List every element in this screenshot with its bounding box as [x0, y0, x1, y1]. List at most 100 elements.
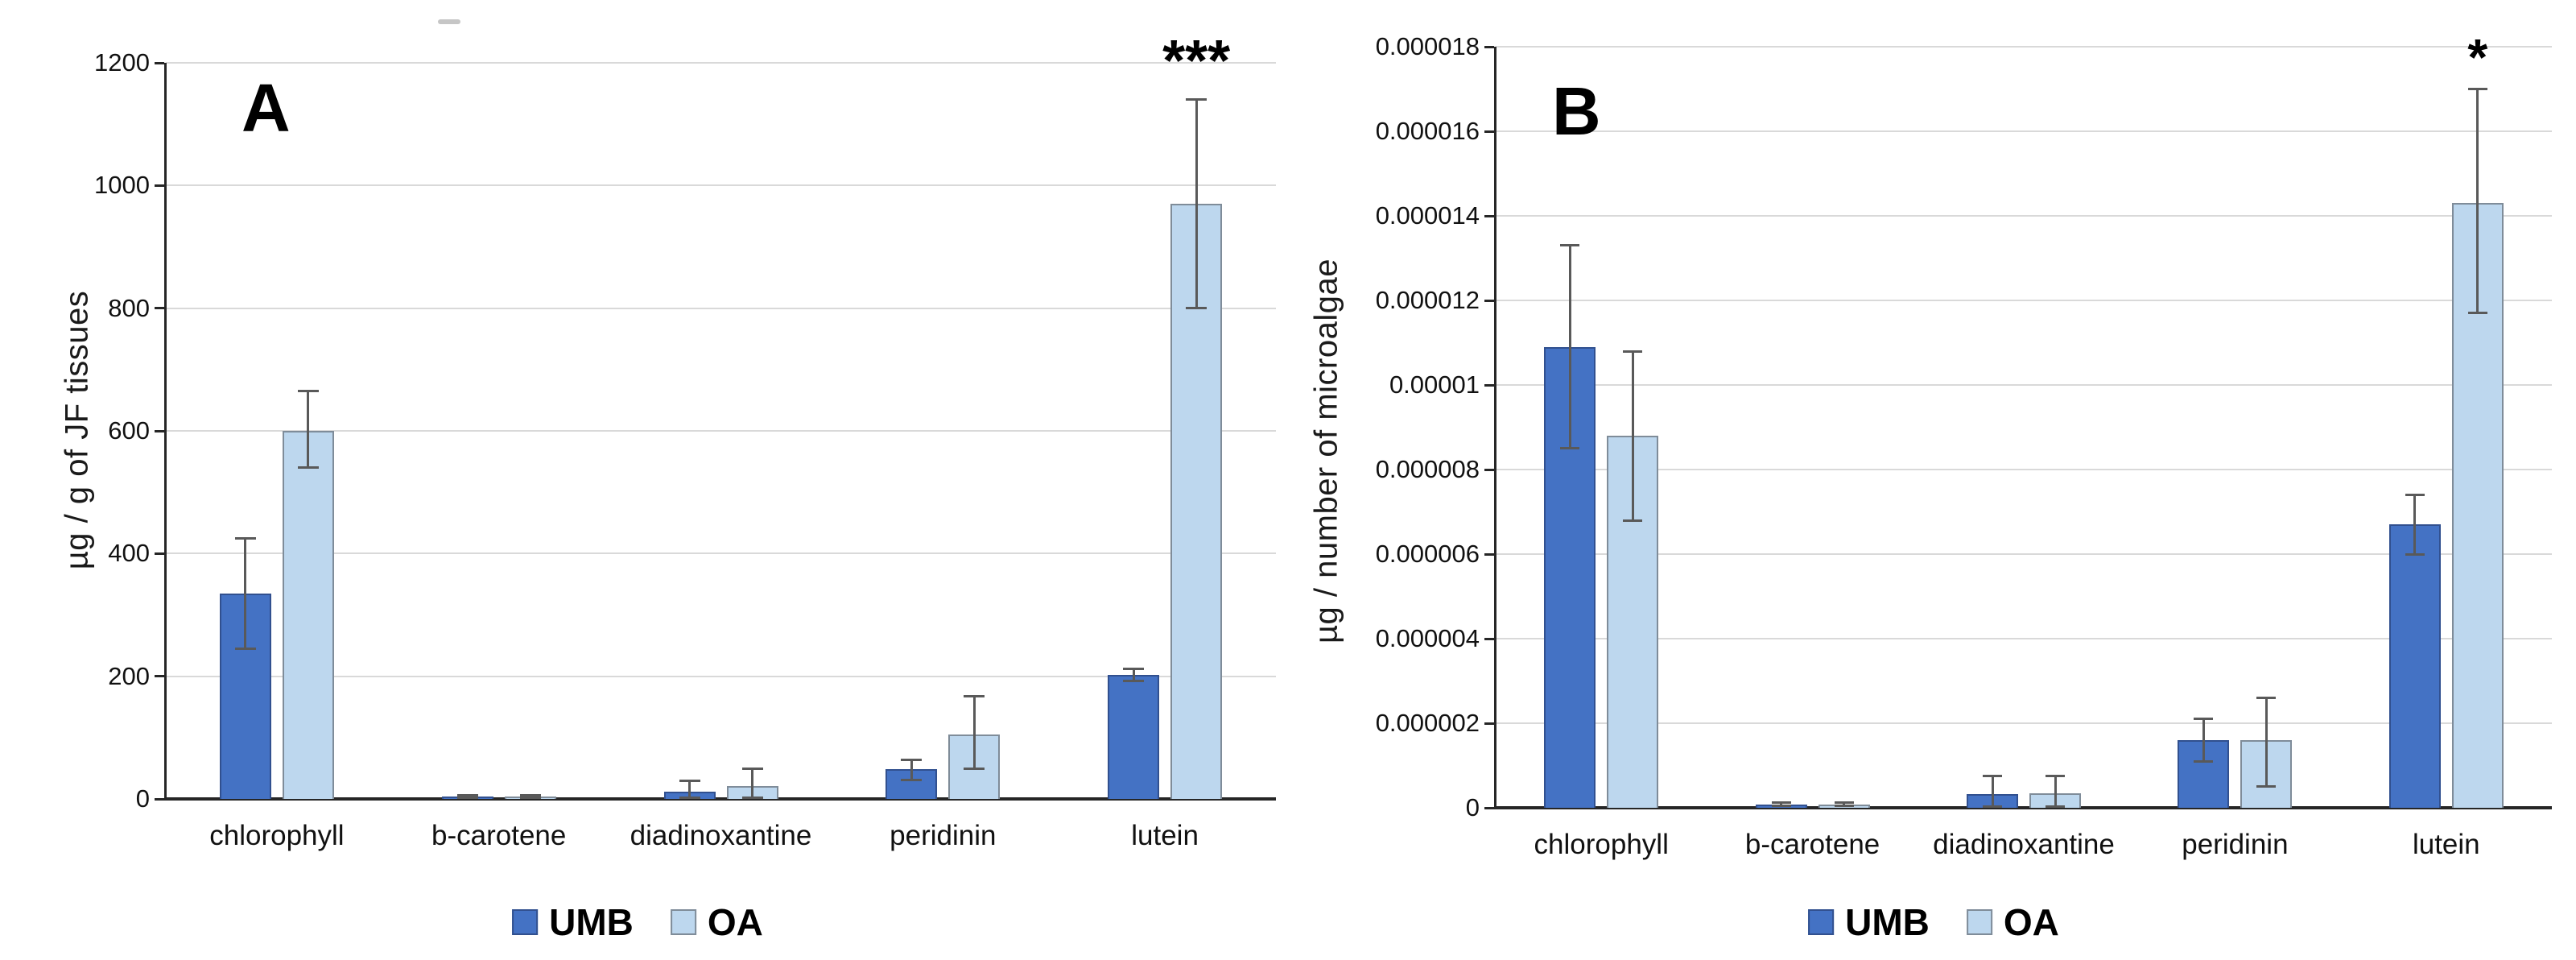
category-label: chlorophyll	[1534, 829, 1669, 860]
category-label: diadinoxantine	[630, 820, 812, 851]
category-label: b-carotene	[431, 820, 567, 851]
y-tick-label: 0	[135, 784, 150, 813]
error-bar-line	[307, 391, 310, 468]
legend-label-oa: OA	[707, 901, 763, 943]
panel-letter-B: B	[1552, 73, 1601, 149]
legend-swatch-oa-icon	[670, 909, 696, 935]
error-bar-cap	[1186, 98, 1208, 101]
y-tick-label: 0.000008	[1375, 455, 1480, 483]
y-tick-label: 0.000006	[1375, 540, 1480, 568]
error-bar-cap	[297, 466, 319, 470]
error-bar-line	[2202, 718, 2205, 762]
error-bar-cap	[679, 780, 700, 783]
error-bar-cap	[964, 768, 985, 771]
gridline	[1496, 300, 2552, 301]
category-label: b-carotene	[1744, 829, 1880, 860]
y-tick-label: 0.000014	[1375, 201, 1480, 230]
y-tick-label: 1200	[94, 48, 150, 77]
y-tick-mark	[1484, 468, 1494, 471]
y-tick-mark	[1484, 130, 1494, 133]
legend-swatch-umb-icon	[512, 909, 539, 935]
legend-item-oa: OA	[1966, 904, 2059, 941]
legend-item-umb: UMB	[1808, 904, 1930, 941]
y-tick-label: 400	[108, 539, 150, 568]
y-tick-label: 0.000004	[1375, 624, 1480, 652]
error-bar-cap	[1186, 307, 1208, 310]
category-label: lutein	[1131, 820, 1199, 851]
y-tick-mark	[155, 429, 164, 432]
legend-label-umb: UMB	[1845, 901, 1930, 943]
y-tick-mark	[1484, 299, 1494, 302]
bar-oa-lutein	[2451, 203, 2504, 808]
gridline	[166, 62, 1276, 64]
y-tick-mark	[1484, 637, 1494, 640]
error-bar-cap	[2405, 552, 2425, 556]
error-bar-line	[1132, 668, 1135, 681]
plot-area-B: 0 0.000002 0.000004 0.000006 0.000008 0.00001…	[1376, 31, 2552, 860]
plot-area-A: 0 200 400 600 800 1000 1200 chlorophyll b-carote…	[94, 32, 1276, 851]
error-bar-line	[1991, 776, 1994, 806]
y-tick-mark	[1484, 552, 1494, 556]
legend-B: UMB OA	[1808, 904, 2059, 941]
legend-label-umb: UMB	[549, 901, 634, 943]
y-tick-label: 200	[108, 661, 150, 690]
category-label: diadinoxantine	[1933, 829, 2115, 860]
error-bar-cap	[1123, 668, 1145, 671]
y-axis-title-A: µg / g of JF tissues	[59, 290, 95, 570]
gridline	[1496, 215, 2552, 217]
error-bar-line	[910, 759, 913, 780]
error-bar-cap	[1771, 805, 1791, 808]
error-bar-cap	[1834, 801, 1854, 805]
error-bar-cap	[2467, 312, 2487, 315]
error-bar-cap	[1983, 805, 2002, 808]
error-bar-cap	[234, 647, 256, 650]
y-tick-label: 600	[108, 416, 150, 445]
error-bar-cap	[1560, 244, 1580, 247]
error-bar-cap	[234, 536, 256, 540]
error-bar-line	[2054, 776, 2057, 806]
y-tick-label: 0.000012	[1375, 286, 1480, 314]
error-bar-line	[1568, 245, 1571, 449]
error-bar-cap	[456, 796, 478, 799]
error-bar-line	[1631, 351, 1634, 520]
x-axis-line	[1494, 806, 2552, 809]
y-tick-label: 0	[1465, 793, 1480, 821]
significance-annotation: ***	[1162, 28, 1231, 93]
legend-swatch-oa-icon	[1966, 909, 1992, 935]
gridline	[166, 675, 1276, 677]
error-bar-cap	[679, 796, 700, 799]
y-tick-label: 800	[108, 293, 150, 322]
bar-oa-chlorophyll	[282, 431, 334, 799]
gridline	[1496, 722, 2552, 724]
error-bar-line	[1780, 802, 1783, 806]
error-bar-cap	[1771, 801, 1791, 805]
error-bar-cap	[456, 793, 478, 797]
error-bar-cap	[741, 768, 763, 771]
y-tick-mark	[155, 797, 164, 801]
error-bar-cap	[2405, 494, 2425, 496]
gridline	[1496, 469, 2552, 470]
y-tick-mark	[155, 184, 164, 187]
error-bar-cap	[1983, 775, 2002, 778]
error-bar-cap	[1123, 680, 1145, 683]
y-tick-label: 1000	[94, 171, 150, 200]
category-label: chlorophyll	[209, 820, 345, 851]
error-bar-cap	[519, 796, 541, 799]
error-bar-cap	[1834, 805, 1854, 808]
y-tick-mark	[155, 675, 164, 678]
y-tick-mark	[155, 307, 164, 310]
legend-item-oa: OA	[670, 901, 763, 943]
category-label: lutein	[2412, 829, 2480, 860]
error-bar-line	[688, 780, 691, 797]
legend-swatch-umb-icon	[1808, 909, 1835, 935]
panel-letter-A: A	[242, 70, 291, 146]
error-bar-cap	[964, 695, 985, 698]
bar-umb-lutein	[2388, 524, 2441, 808]
error-bar-cap	[1560, 447, 1580, 450]
error-bar-cap	[519, 793, 541, 797]
y-tick-mark	[1484, 806, 1494, 809]
gridline	[166, 307, 1276, 309]
gridline	[1496, 46, 2552, 48]
legend-A: UMB OA	[512, 904, 763, 941]
